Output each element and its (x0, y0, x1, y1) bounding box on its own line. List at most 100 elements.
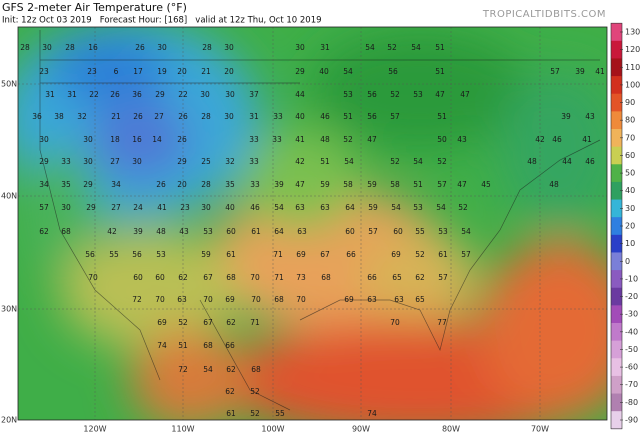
temperature-label: 70 (88, 273, 98, 282)
temperature-label: 40 (319, 67, 329, 76)
temperature-label: 28 (20, 43, 30, 52)
temperature-label: 50 (437, 135, 447, 144)
temperature-label: 73 (296, 273, 306, 282)
temperature-label: 63 (177, 295, 187, 304)
temperature-label: 52 (458, 203, 468, 212)
temperature-label: 68 (203, 341, 213, 350)
colorbar-segment (611, 58, 622, 77)
temperature-label: 35 (225, 180, 235, 189)
colorbar-tick-label: 100 (625, 80, 640, 89)
temperature-label: 33 (272, 135, 282, 144)
temperature-label: 56 (388, 67, 398, 76)
temperature-label: 58 (390, 180, 400, 189)
temperature-label: 44 (295, 90, 305, 99)
temperature-label: 62 (225, 387, 235, 396)
subtitle: Init: 12z Oct 03 2019 Forecast Hour: [16… (2, 16, 322, 26)
temperature-label: 30 (200, 90, 210, 99)
colorbar-segment (611, 217, 622, 236)
temperature-label: 58 (343, 180, 353, 189)
title: GFS 2-meter Air Temperature (°F) (2, 1, 187, 14)
temperature-label: 47 (295, 180, 305, 189)
lon-label: 100W (261, 425, 284, 434)
temperature-label: 77 (437, 318, 447, 327)
temperature-label: 71 (250, 318, 260, 327)
temperature-label: 51 (435, 43, 445, 52)
temperature-label: 27 (110, 157, 120, 166)
temperature-label: 72 (178, 365, 188, 374)
temperature-label: 51 (178, 341, 188, 350)
temperature-label: 22 (178, 90, 188, 99)
temperature-label: 33 (61, 157, 71, 166)
temperature-label: 37 (249, 90, 259, 99)
temperature-label: 53 (203, 227, 213, 236)
temperature-label: 52 (390, 90, 400, 99)
temperature-label: 33 (249, 157, 259, 166)
temperature-label: 39 (561, 112, 571, 121)
temperature-label: 61 (438, 250, 448, 259)
temperature-label: 42 (107, 227, 117, 236)
temperature-label: 62 (39, 227, 49, 236)
colorbar-segment (611, 93, 622, 112)
temperature-label: 46 (320, 112, 330, 121)
temperature-label: 30 (225, 90, 235, 99)
temperature-label: 39 (274, 180, 284, 189)
temperature-label: 26 (135, 43, 145, 52)
temperature-label: 64 (345, 203, 355, 212)
temperature-label: 26 (110, 90, 120, 99)
colorbar-tick-label: 40 (625, 186, 635, 195)
temperature-label: 30 (224, 43, 234, 52)
temperature-label: 56 (132, 250, 142, 259)
temperature-label: 67 (320, 250, 330, 259)
temperature-label: 69 (157, 318, 167, 327)
temperature-label: 52 (343, 135, 353, 144)
colorbar-tick-label: 110 (625, 63, 640, 72)
temperature-label: 48 (549, 180, 559, 189)
temperature-label: 59 (368, 203, 378, 212)
temperature-label: 57 (390, 112, 400, 121)
temperature-label: 69 (225, 295, 235, 304)
colorbar-segment (611, 111, 622, 130)
temperature-label: 53 (438, 227, 448, 236)
brand: TROPICALTIDBITS.COM (482, 9, 606, 20)
temperature-label: 41 (582, 135, 592, 144)
temperature-label: 65 (392, 273, 402, 282)
temperature-label: 36 (32, 112, 42, 121)
temperature-label: 31 (67, 90, 77, 99)
colorbar-tick-label: -40 (625, 327, 638, 336)
temperature-label: 42 (295, 157, 305, 166)
temperature-label: 55 (415, 227, 425, 236)
temperature-label: 70 (203, 295, 213, 304)
temperature-label: 54 (365, 43, 375, 52)
colorbar-tick-label: -50 (625, 345, 638, 354)
colorbar-segment (611, 270, 622, 289)
temperature-label: 60 (393, 227, 403, 236)
temperature-label: 41 (595, 67, 605, 76)
colorbar-tick-label: 50 (625, 169, 635, 178)
temperature-label: 48 (156, 227, 166, 236)
temperature-label: 33 (273, 112, 283, 121)
temperature-label: 56 (85, 250, 95, 259)
colorbar-tick-label: -90 (625, 416, 638, 425)
temperature-label: 68 (226, 273, 236, 282)
temperature-label: 62 (415, 273, 425, 282)
temperature-label: 48 (527, 157, 537, 166)
lat-label: 20N (1, 416, 17, 425)
colorbar-segment (611, 40, 622, 59)
colorbar-tick-label: -30 (625, 310, 638, 319)
temperature-label: 51 (320, 157, 330, 166)
lon-label: 80W (442, 425, 460, 434)
temperature-label: 67 (203, 318, 213, 327)
temperature-label: 34 (111, 180, 121, 189)
temperature-label: 63 (394, 295, 404, 304)
temperature-label: 66 (225, 341, 235, 350)
temperature-label: 45 (481, 180, 491, 189)
temperature-label: 30 (201, 203, 211, 212)
temperature-label: 57 (438, 273, 448, 282)
temperature-label: 47 (457, 180, 467, 189)
temperature-label: 62 (178, 273, 188, 282)
temperature-label: 39 (575, 67, 585, 76)
temperature-label: 70 (296, 295, 306, 304)
temperature-label: 42 (535, 135, 545, 144)
temperature-label: 68 (251, 365, 261, 374)
temperature-label: 57 (437, 180, 447, 189)
